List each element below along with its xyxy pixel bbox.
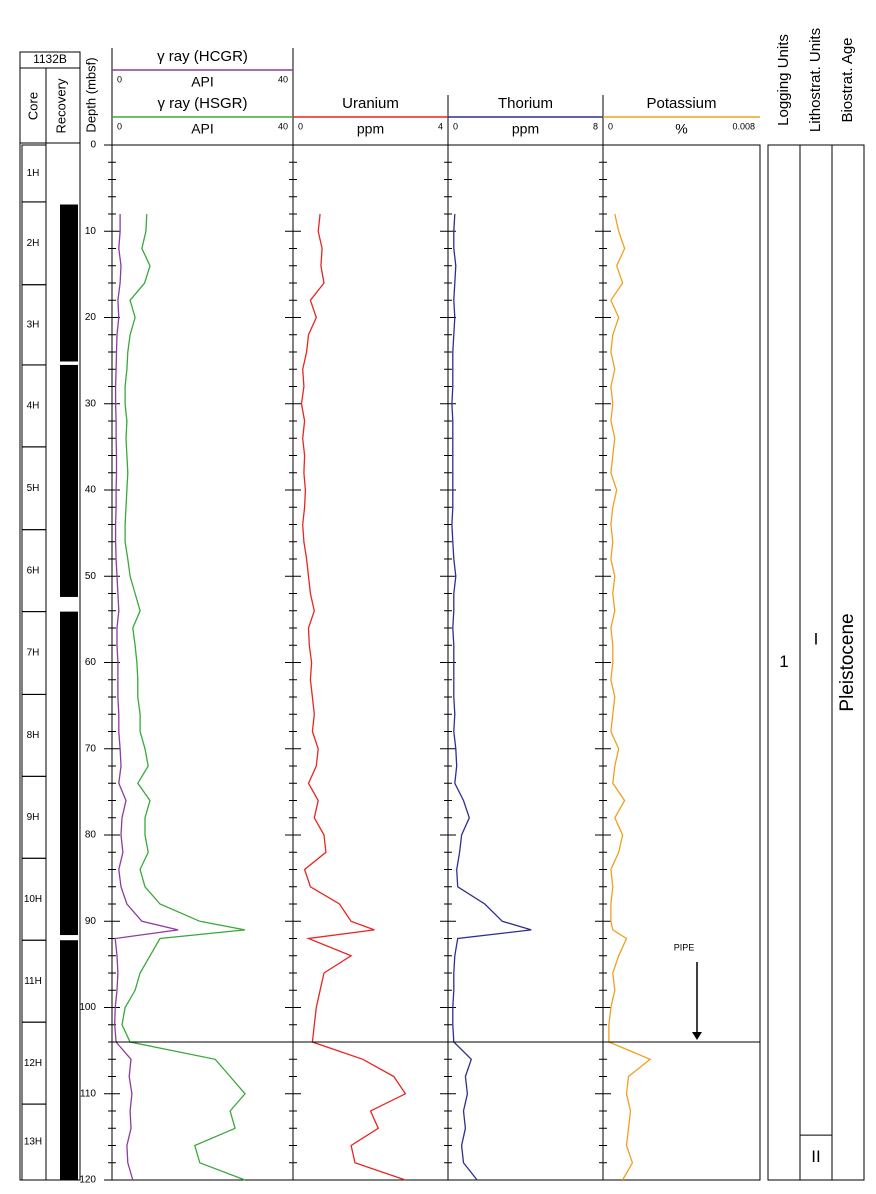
- log-curve: [121, 213, 246, 1181]
- y-tick-label: 100: [79, 1002, 96, 1013]
- core-header: Core: [25, 92, 40, 120]
- core-label: 4H: [27, 401, 40, 412]
- y-tick-label: 0: [90, 140, 96, 151]
- core-label: 9H: [27, 812, 40, 823]
- pipe-label: PIPE: [674, 942, 695, 952]
- core-label: 8H: [27, 730, 40, 741]
- unit-label: Pleistocene: [837, 613, 858, 711]
- y-axis-label: Depth (mbsf): [83, 57, 98, 132]
- curve-name: Potassium: [646, 95, 716, 112]
- log-curve: [608, 213, 652, 1181]
- column-title: Logging Units: [775, 34, 792, 126]
- y-tick-label: 20: [85, 312, 97, 323]
- core-label: 6H: [27, 565, 40, 576]
- curve-name: Thorium: [498, 95, 553, 112]
- pipe-arrow-head: [692, 1032, 702, 1040]
- core-label: 13H: [24, 1137, 42, 1148]
- core-label: 3H: [27, 319, 40, 330]
- y-tick-label: 80: [85, 830, 97, 841]
- recovery-bar: [60, 364, 78, 597]
- core-label: 12H: [24, 1058, 42, 1069]
- x-tick-label: 0: [608, 121, 613, 131]
- core-box: [21, 1103, 47, 1181]
- curve-unit: API: [191, 121, 214, 137]
- y-tick-label: 10: [85, 226, 97, 237]
- x-tick-label: 0: [453, 121, 458, 131]
- x-tick-label: 40: [278, 121, 288, 131]
- x-tick-label: 40: [278, 74, 288, 84]
- recovery-bar: [60, 204, 78, 362]
- column-title: Lithostrat. Units: [807, 28, 824, 132]
- y-tick-label: 30: [85, 398, 97, 409]
- y-tick-label: 90: [85, 916, 97, 927]
- y-tick-label: 40: [85, 485, 97, 496]
- x-tick-label: 0: [117, 74, 122, 84]
- y-tick-label: 110: [80, 1088, 96, 1099]
- x-tick-label: 4: [438, 121, 443, 131]
- recovery-header: Recovery: [53, 78, 68, 133]
- log-curve: [114, 214, 179, 1181]
- y-tick-label: 60: [85, 657, 97, 668]
- core-label: 1H: [27, 168, 40, 179]
- y-tick-label: 70: [85, 743, 97, 754]
- unit-label: II: [811, 1147, 820, 1166]
- core-frame: [19, 51, 81, 1181]
- y-tick-label: 120: [79, 1175, 96, 1186]
- curve-unit: %: [675, 121, 687, 137]
- unit-label: 1: [779, 652, 788, 671]
- core-label: 10H: [24, 894, 42, 905]
- x-tick-label: 0.008: [732, 121, 755, 131]
- curve-unit: API: [191, 74, 214, 90]
- curve-unit: ppm: [512, 121, 539, 137]
- curve-name: γ ray (HCGR): [157, 48, 248, 65]
- unit-label: I: [814, 630, 819, 649]
- log-curve: [451, 213, 532, 1181]
- core-label: 7H: [27, 648, 40, 659]
- log-frame: [111, 144, 761, 1181]
- x-tick-label: 0: [298, 121, 303, 131]
- recovery-bar: [60, 611, 78, 936]
- x-tick-label: 0: [117, 121, 122, 131]
- column-title: Biostrat. Age: [839, 37, 856, 122]
- y-tick-label: 50: [85, 571, 97, 582]
- units-frame: [767, 144, 865, 1181]
- curve-unit: ppm: [357, 121, 384, 137]
- recovery-bar: [60, 940, 78, 1180]
- core-label: 2H: [27, 238, 40, 249]
- curve-name: γ ray (HSGR): [158, 95, 248, 112]
- x-tick-label: 8: [593, 121, 598, 131]
- core-label: 11H: [24, 976, 42, 987]
- curve-name: Uranium: [342, 95, 399, 112]
- site-label: 1132B: [33, 52, 67, 66]
- log-curve: [300, 213, 407, 1181]
- core-label: 5H: [27, 483, 40, 494]
